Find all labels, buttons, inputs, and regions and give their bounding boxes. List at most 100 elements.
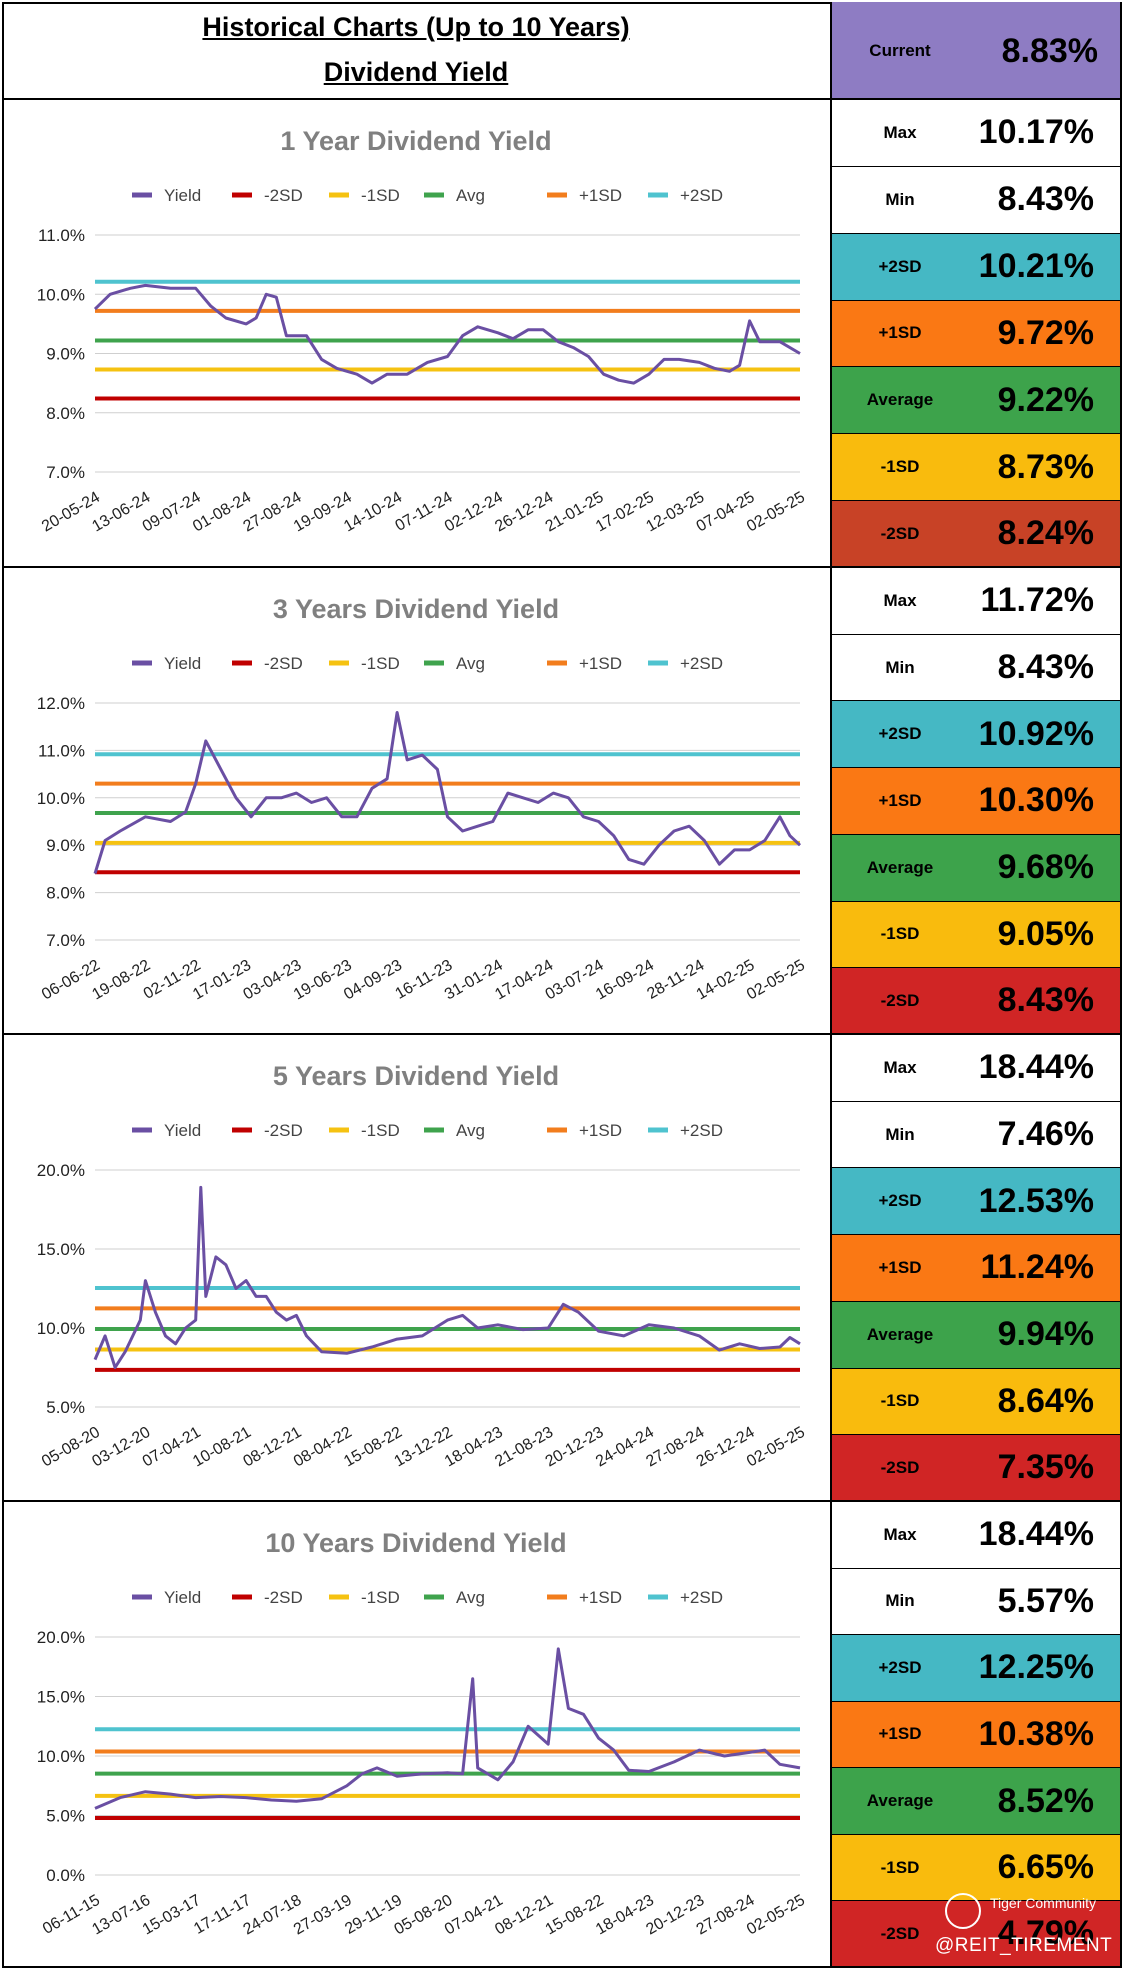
stat-label: -2SD	[880, 990, 920, 1010]
stat-row-average: Average 9.22%	[832, 367, 1120, 435]
stats-column: Max 11.72% Min 8.43% +2SD 10.92% +1SD 10.30% Ave…	[832, 568, 1120, 1035]
y-tick-label: 20.0%	[37, 1161, 85, 1180]
y-tick-label: 10.0%	[37, 1747, 85, 1766]
stat-value: 8.43%	[997, 981, 1094, 1020]
dividend-yield-chart: 10 Years Dividend Yield Yield -2SD -1SD Avg +…	[37, 1528, 808, 1939]
x-tick-label: 15-03-17	[140, 1892, 204, 1939]
stat-row-plus2sd: +2SD 12.25%	[832, 1635, 1120, 1702]
legend-label-m2sd: -2SD	[264, 1588, 303, 1607]
y-tick-label: 5.0%	[46, 1398, 85, 1417]
stat-value: 7.35%	[997, 1448, 1094, 1487]
y-tick-label: 15.0%	[37, 1688, 85, 1707]
stat-row-average: Average 9.68%	[832, 834, 1120, 902]
stat-label: Min	[885, 189, 915, 209]
dividend-yield-chart: 5 Years Dividend Yield Yield -2SD -1SD Avg +1…	[37, 1061, 808, 1471]
legend-label-p2sd: +2SD	[680, 1588, 723, 1607]
stat-row-max: Max 18.44%	[832, 1502, 1120, 1569]
stat-value: 8.52%	[997, 1781, 1094, 1820]
legend-label-yield: Yield	[164, 1121, 201, 1140]
stat-value: 18.44%	[978, 1048, 1094, 1087]
x-tick-label: 02-05-25	[744, 1424, 808, 1471]
stat-label: -1SD	[880, 924, 920, 944]
legend-label-m1sd: -1SD	[361, 1121, 400, 1140]
legend-label-m2sd: -2SD	[264, 1121, 303, 1140]
stats-column: Max 18.44% Min 7.46% +2SD 12.53% +1SD 11.24% Ave…	[832, 1035, 1120, 1502]
page-subtitle: Dividend Yield	[323, 57, 509, 87]
watermark-brand: Tiger Community	[990, 1895, 1097, 1911]
legend-label-avg: Avg	[456, 654, 485, 673]
stat-row-plus2sd: +2SD 10.21%	[832, 233, 1120, 301]
stats-column: Max 18.44% Min 5.57% +2SD 12.25% +1SD 10.38% Ave…	[832, 1502, 1120, 1968]
stat-label: +2SD	[878, 1191, 922, 1211]
stat-value: 9.22%	[997, 380, 1094, 419]
stat-row-minus1sd: -1SD 8.73%	[832, 434, 1120, 502]
stat-row-min: Min 7.46%	[832, 1101, 1120, 1169]
y-tick-label: 9.0%	[46, 836, 85, 855]
stat-row-plus1sd: +1SD 10.38%	[832, 1701, 1120, 1769]
chart-section: 1 Year Dividend Yield Yield -2SD -1SD Avg +1S…	[2, 100, 832, 568]
stat-label: Min	[885, 1591, 915, 1611]
stat-label: -1SD	[880, 1857, 920, 1877]
legend-label-m1sd: -1SD	[361, 1588, 400, 1607]
page-title: Historical Charts (Up to 10 Years)	[202, 12, 630, 42]
legend-label-yield: Yield	[164, 186, 201, 205]
stat-row-plus1sd: +1SD 10.30%	[832, 768, 1120, 835]
stat-label: -2SD	[880, 1457, 920, 1477]
current-label: Current	[869, 41, 931, 60]
stat-value: 8.64%	[997, 1381, 1094, 1420]
stat-row-plus2sd: +2SD 12.53%	[832, 1168, 1120, 1236]
stat-value: 5.57%	[997, 1581, 1094, 1620]
stat-label: Average	[866, 390, 934, 410]
stat-value: 11.24%	[980, 1248, 1094, 1287]
watermark-handle: @REIT_TIREMENT	[935, 1935, 1113, 1956]
stat-row-minus1sd: -1SD 9.05%	[832, 901, 1120, 969]
chart-title: 1 Year Dividend Yield	[280, 126, 551, 156]
stat-value: 12.25%	[978, 1648, 1094, 1687]
stat-value: 4.79%	[997, 1914, 1094, 1953]
stat-label: +1SD	[878, 790, 922, 810]
y-tick-label: 10.0%	[37, 285, 85, 304]
stat-label: +1SD	[878, 323, 922, 343]
y-tick-label: 7.0%	[46, 931, 85, 950]
stat-value: 9.94%	[997, 1315, 1094, 1354]
y-tick-label: 7.0%	[46, 463, 85, 482]
legend-label-m1sd: -1SD	[361, 654, 400, 673]
legend-label-p1sd: +1SD	[579, 1121, 622, 1140]
stat-value: 8.73%	[997, 447, 1094, 486]
x-tick-label: 19-08-22	[89, 957, 153, 1004]
legend-label-p2sd: +2SD	[680, 186, 723, 205]
legend-label-m2sd: -2SD	[264, 654, 303, 673]
y-tick-label: 20.0%	[37, 1628, 85, 1647]
dividend-yield-chart: 1 Year Dividend Yield Yield -2SD -1SD Avg +1S…	[37, 126, 808, 535]
legend-label-p2sd: +2SD	[680, 654, 723, 673]
stat-row-plus2sd: +2SD 10.92%	[832, 701, 1120, 769]
stat-value: 12.53%	[978, 1181, 1094, 1220]
stat-row-max: Max 10.17%	[832, 100, 1120, 167]
page-header: Historical Charts (Up to 10 Years) Divid…	[2, 2, 832, 100]
y-tick-label: 11.0%	[38, 226, 85, 245]
current-yield-cell: Current 8.83%	[832, 2, 1120, 100]
tiger-logo-icon	[945, 1893, 981, 1929]
yield-series-line	[94, 1647, 801, 1810]
stat-label: -2SD	[880, 1923, 920, 1943]
x-tick-label: 02-05-25	[744, 957, 808, 1004]
y-tick-label: 10.0%	[37, 1319, 85, 1338]
x-tick-label: 02-05-25	[744, 1892, 808, 1939]
stat-row-minus2sd: -2SD 8.24%	[832, 501, 1120, 568]
stat-label: Max	[883, 1057, 917, 1077]
y-tick-label: 11.0%	[38, 741, 85, 760]
legend-label-avg: Avg	[456, 1121, 485, 1140]
stat-label: -1SD	[880, 1391, 920, 1411]
stat-row-average: Average 9.94%	[832, 1301, 1120, 1369]
legend-label-m1sd: -1SD	[361, 186, 400, 205]
stat-row-average: Average 8.52%	[832, 1768, 1120, 1835]
x-tick-label: 16-09-24	[593, 957, 657, 1004]
current-value: 8.83%	[1001, 31, 1098, 70]
chart-section: 3 Years Dividend Yield Yield -2SD -1SD Avg +1…	[2, 568, 832, 1035]
legend-label-avg: Avg	[456, 186, 485, 205]
legend-label-p1sd: +1SD	[579, 186, 622, 205]
stat-value: 10.21%	[978, 247, 1094, 286]
stat-label: Max	[883, 590, 917, 610]
stat-label: Average	[866, 1324, 934, 1344]
x-tick-label: 27-03-19	[291, 1892, 355, 1939]
